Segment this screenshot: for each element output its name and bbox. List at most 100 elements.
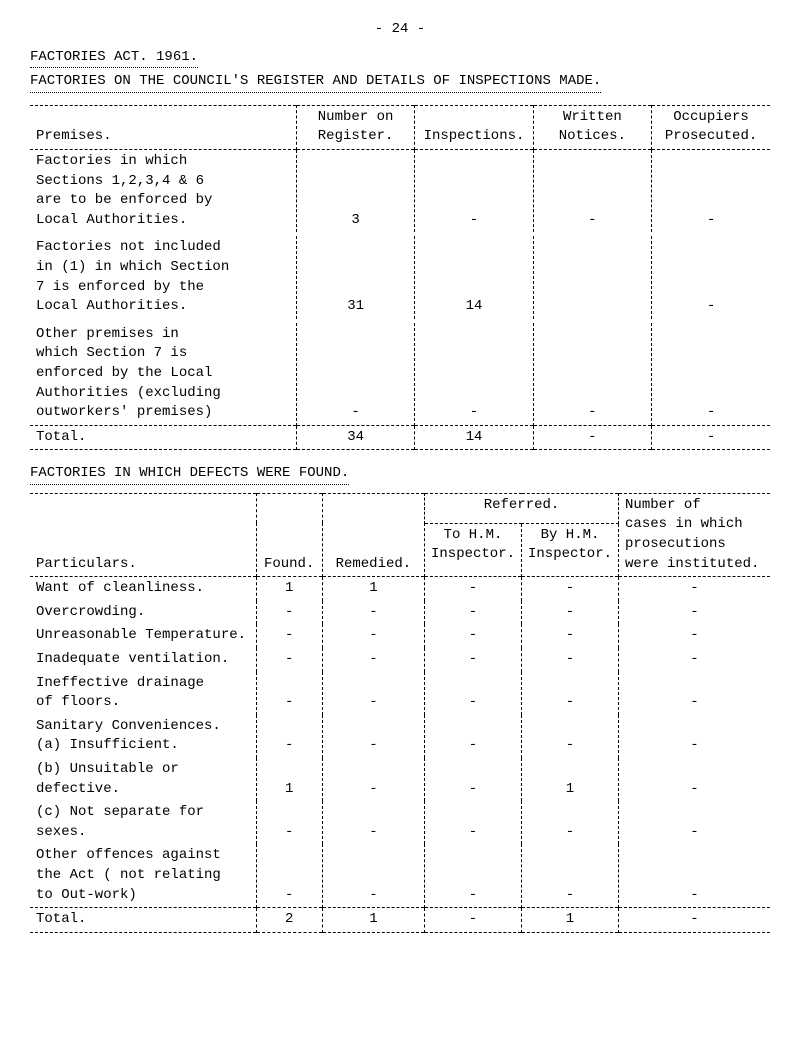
table-row: Sanitary Conveniences. (a) Insufficient.… (30, 715, 770, 758)
t1-total-inspections: 14 (415, 425, 533, 450)
table-row: Want of cleanliness. 1 1 - - - (30, 577, 770, 601)
section-title-2: FACTORIES IN WHICH DEFECTS WERE FOUND. (30, 464, 770, 485)
t2-r2-by: - (522, 624, 619, 648)
t2-r2-label: Unreasonable Temperature. (30, 624, 256, 648)
t2-r2-cases: - (619, 624, 770, 648)
t2-r0-found: 1 (256, 577, 322, 601)
t2-r2-found: - (256, 624, 322, 648)
t2-r5-label: Sanitary Conveniences. (a) Insufficient. (30, 715, 256, 758)
t1-total-label: Total. (30, 425, 296, 450)
t1-total-prosecuted: - (652, 425, 770, 450)
t2-r8-to: - (424, 844, 521, 907)
table-row-total: Total. 34 14 - - (30, 425, 770, 450)
t2-total-label: Total. (30, 908, 256, 933)
t2-r1-found: - (256, 601, 322, 625)
t2-r8-cases: - (619, 844, 770, 907)
t2-r2-remedied: - (322, 624, 424, 648)
t2-r4-label: Ineffective drainage of floors. (30, 672, 256, 715)
t2-r8-found: - (256, 844, 322, 907)
table-row: Factories in which Sections 1,2,3,4 & 6 … (30, 149, 770, 232)
t1-r0-label: Factories in which Sections 1,2,3,4 & 6 … (30, 149, 296, 232)
t2-r4-remedied: - (322, 672, 424, 715)
t2-header-by-hm: By H.M. Inspector. (522, 523, 619, 577)
header-act-text: FACTORIES ACT. 1961. (30, 48, 198, 69)
section-title-1-text: FACTORIES ON THE COUNCIL'S REGISTER AND … (30, 72, 601, 93)
t1-r1-notices (533, 236, 651, 318)
section-title-1: FACTORIES ON THE COUNCIL'S REGISTER AND … (30, 72, 770, 93)
t2-r0-by: - (522, 577, 619, 601)
t2-total-by: 1 (522, 908, 619, 933)
t2-r0-label: Want of cleanliness. (30, 577, 256, 601)
t1-header-inspections: Inspections. (415, 105, 533, 149)
table-row-total: Total. 2 1 - 1 - (30, 908, 770, 933)
t2-r1-by: - (522, 601, 619, 625)
t1-r1-inspections: 14 (415, 236, 533, 318)
t2-r3-label: Inadequate ventilation. (30, 648, 256, 672)
t2-r6-cases: - (619, 758, 770, 801)
t2-r7-by: - (522, 801, 619, 844)
t1-r0-register: 3 (296, 149, 414, 232)
t2-r6-found: 1 (256, 758, 322, 801)
table-row: (c) Not separate for sexes. - - - - - (30, 801, 770, 844)
table-row: Overcrowding. - - - - - (30, 601, 770, 625)
t2-r6-label: (b) Unsuitable or defective. (30, 758, 256, 801)
t1-header-premises: Premises. (30, 105, 296, 149)
t2-r8-by: - (522, 844, 619, 907)
t1-total-register: 34 (296, 425, 414, 450)
t2-r6-by: 1 (522, 758, 619, 801)
table-row: Other premises in which Section 7 is enf… (30, 323, 770, 425)
t1-header-notices: Written Notices. (533, 105, 651, 149)
t2-r5-to: - (424, 715, 521, 758)
t2-r3-by: - (522, 648, 619, 672)
header-act: FACTORIES ACT. 1961. (30, 48, 770, 69)
table-row: (b) Unsuitable or defective. 1 - - 1 - (30, 758, 770, 801)
t2-r7-remedied: - (322, 801, 424, 844)
t2-r0-remedied: 1 (322, 577, 424, 601)
t1-r0-notices: - (533, 149, 651, 232)
t2-r5-cases: - (619, 715, 770, 758)
table-1: Premises. Number on Register. Inspection… (30, 105, 770, 451)
t1-r2-label: Other premises in which Section 7 is enf… (30, 323, 296, 425)
t2-r6-remedied: - (322, 758, 424, 801)
t1-r2-notices: - (533, 323, 651, 425)
t2-header-referred: Referred. (424, 493, 618, 523)
page-number: - 24 - (30, 20, 770, 40)
t2-total-to: - (424, 908, 521, 933)
table-row: Inadequate ventilation. - - - - - (30, 648, 770, 672)
t2-r3-to: - (424, 648, 521, 672)
t2-r5-found: - (256, 715, 322, 758)
table-row: Ineffective drainage of floors. - - - - … (30, 672, 770, 715)
table-row: Factories not included in (1) in which S… (30, 236, 770, 318)
t1-r2-inspections: - (415, 323, 533, 425)
t2-header-to-hm: To H.M. Inspector. (424, 523, 521, 577)
t2-r7-label: (c) Not separate for sexes. (30, 801, 256, 844)
t2-r5-by: - (522, 715, 619, 758)
t2-r4-by: - (522, 672, 619, 715)
t1-header-prosecuted: Occupiers Prosecuted. (652, 105, 770, 149)
t2-header-remedied: Remedied. (322, 493, 424, 576)
t2-r0-cases: - (619, 577, 770, 601)
t2-r1-label: Overcrowding. (30, 601, 256, 625)
t2-r2-to: - (424, 624, 521, 648)
t1-r0-prosecuted: - (652, 149, 770, 232)
t2-r7-to: - (424, 801, 521, 844)
table-2: Particulars. Found. Remedied. Referred. … (30, 493, 770, 933)
t2-r4-cases: - (619, 672, 770, 715)
t2-r1-cases: - (619, 601, 770, 625)
t1-r1-prosecuted: - (652, 236, 770, 318)
t2-r8-label: Other offences against the Act ( not rel… (30, 844, 256, 907)
t2-r8-remedied: - (322, 844, 424, 907)
t1-r2-register: - (296, 323, 414, 425)
t2-r1-remedied: - (322, 601, 424, 625)
t2-total-remedied: 1 (322, 908, 424, 933)
t2-r6-to: - (424, 758, 521, 801)
t1-r1-register: 31 (296, 236, 414, 318)
t2-total-found: 2 (256, 908, 322, 933)
t2-r3-cases: - (619, 648, 770, 672)
t1-r2-prosecuted: - (652, 323, 770, 425)
t1-header-register: Number on Register. (296, 105, 414, 149)
t2-r0-to: - (424, 577, 521, 601)
t1-r1-label: Factories not included in (1) in which S… (30, 236, 296, 318)
t2-header-found: Found. (256, 493, 322, 576)
table-row: Unreasonable Temperature. - - - - - (30, 624, 770, 648)
